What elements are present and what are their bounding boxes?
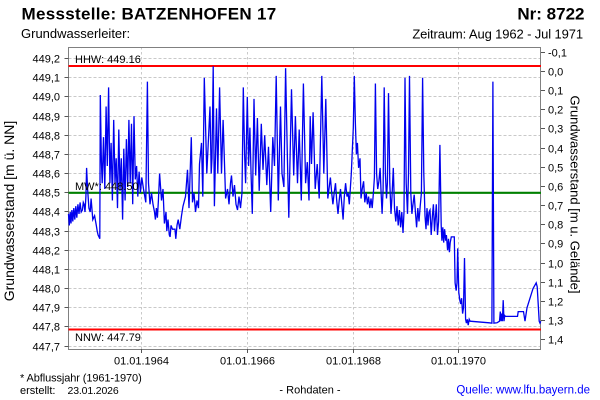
svg-text:23.01.2026: 23.01.2026 <box>68 385 119 397</box>
svg-text:0,1: 0,1 <box>548 85 563 97</box>
svg-text:0,5: 0,5 <box>548 162 563 174</box>
svg-text:erstellt:: erstellt: <box>20 385 55 397</box>
svg-text:448,9: 448,9 <box>32 111 60 123</box>
svg-text:01.01.1968: 01.01.1968 <box>326 356 381 368</box>
svg-text:1,4: 1,4 <box>548 334 563 346</box>
svg-text:448,4: 448,4 <box>32 206 60 218</box>
svg-text:1,3: 1,3 <box>548 315 563 327</box>
svg-text:448,0: 448,0 <box>32 283 60 295</box>
svg-text:1,2: 1,2 <box>548 296 563 308</box>
svg-text:449,0: 449,0 <box>32 91 60 103</box>
svg-text:Nr: 8722: Nr: 8722 <box>517 5 584 24</box>
svg-text:0,9: 0,9 <box>548 238 563 250</box>
svg-text:- Rohdaten -: - Rohdaten - <box>279 385 340 397</box>
svg-text:448,8: 448,8 <box>32 130 60 142</box>
svg-text:0,3: 0,3 <box>548 123 563 135</box>
svg-text:449,2: 449,2 <box>32 53 60 65</box>
svg-text:449,1: 449,1 <box>32 72 60 84</box>
svg-text:1,1: 1,1 <box>548 277 563 289</box>
svg-text:NNW: 447.79: NNW: 447.79 <box>75 332 141 344</box>
svg-text:MW*: 448.50: MW*: 448.50 <box>75 181 139 193</box>
svg-text:448,7: 448,7 <box>32 149 60 161</box>
svg-text:Grundwasserstand [m u. Gelände: Grundwasserstand [m u. Gelände] <box>568 96 583 294</box>
svg-text:448,1: 448,1 <box>32 264 60 276</box>
svg-text:01.01.1966: 01.01.1966 <box>220 356 275 368</box>
svg-text:* Abflussjahr (1961-1970): * Abflussjahr (1961-1970) <box>20 373 142 385</box>
svg-text:01.01.1970: 01.01.1970 <box>431 356 486 368</box>
svg-text:448,3: 448,3 <box>32 226 60 238</box>
svg-text:Messstelle: BATZENHOFEN 17: Messstelle: BATZENHOFEN 17 <box>22 5 277 24</box>
svg-text:Grundwasserleiter:: Grundwasserleiter: <box>21 26 130 41</box>
svg-text:Zeitraum: Aug 1962 - Jul 1971: Zeitraum: Aug 1962 - Jul 1971 <box>412 26 583 41</box>
svg-text:0,0: 0,0 <box>548 66 563 78</box>
svg-text:Grundwasserstand [m ü. NN]: Grundwasserstand [m ü. NN] <box>1 121 17 302</box>
svg-text:447,8: 447,8 <box>32 321 60 333</box>
svg-text:HHW: 449.16: HHW: 449.16 <box>75 54 141 66</box>
svg-text:0,4: 0,4 <box>548 143 563 155</box>
svg-text:Quelle: www.lfu.bayern.de: Quelle: www.lfu.bayern.de <box>456 385 590 397</box>
svg-text:0,7: 0,7 <box>548 200 563 212</box>
svg-text:0,2: 0,2 <box>548 104 563 116</box>
svg-text:447,7: 447,7 <box>32 341 60 353</box>
svg-text:448,6: 448,6 <box>32 168 60 180</box>
svg-text:-0,1: -0,1 <box>548 47 567 59</box>
svg-text:447,9: 447,9 <box>32 302 60 314</box>
svg-text:0,6: 0,6 <box>548 181 563 193</box>
svg-text:448,5: 448,5 <box>32 187 60 199</box>
svg-text:1,0: 1,0 <box>548 258 563 270</box>
svg-text:0,8: 0,8 <box>548 219 563 231</box>
svg-text:01.01.1964: 01.01.1964 <box>114 356 169 368</box>
svg-text:448,2: 448,2 <box>32 245 60 257</box>
